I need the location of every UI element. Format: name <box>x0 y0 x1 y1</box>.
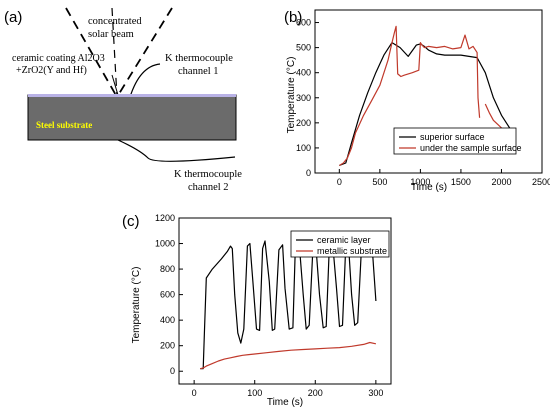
beam-label-line1: concentrated <box>88 16 142 27</box>
series-line-1 <box>339 42 514 167</box>
y-tick-label: 200 <box>160 341 175 351</box>
y-axis-label-b: Temperature (°C) <box>286 57 297 134</box>
tc1-label-line2: channel 1 <box>178 66 219 77</box>
tc1-wire <box>129 63 161 98</box>
tc1-label-line1: K thermocouple <box>165 53 233 64</box>
legend-label-1: ceramic layer <box>317 235 371 245</box>
steel-substrate-block <box>27 94 237 141</box>
panel-label-a: (a) <box>4 9 22 26</box>
x-tick-label: 0 <box>337 177 342 187</box>
coating-label-line2: +ZrO2(Y and Hf) <box>16 65 87 76</box>
beam-center-line <box>111 7 118 98</box>
coating-pointer-line <box>111 74 119 96</box>
legend-box <box>393 127 517 155</box>
panel-label-c: (c) <box>122 213 140 230</box>
panel-b-chart: (b) Temperature (°C) Time (s) 0 500 1000 15… <box>284 9 550 193</box>
y-tick-label: 600 <box>296 18 311 28</box>
y-tick-label: 200 <box>296 118 311 128</box>
x-tick-label: 2500 <box>532 177 550 187</box>
coating-label-line1: ceramic coating Al2O3 <box>12 53 105 64</box>
legend-label-2: under the sample surface <box>420 143 522 153</box>
plot-frame <box>178 217 392 385</box>
legend-label-1: superior surface <box>420 132 485 142</box>
series-line-2 <box>200 341 377 370</box>
x-tick-label: 0 <box>192 388 197 398</box>
x-tick-label: 200 <box>308 388 323 398</box>
x-axis-label-b: Time (s) <box>411 182 447 193</box>
plot-area-c: 0 100 200 300 0 200 400 600 800 1000 1200 ceramic l… <box>155 213 392 398</box>
tc2-label-line2: channel 2 <box>188 182 229 193</box>
y-tick-label: 1200 <box>155 213 175 223</box>
beam-label-line2: solar beam <box>88 29 134 40</box>
y-tick-label: 500 <box>296 43 311 53</box>
x-axis-label-c: Time (s) <box>267 397 303 408</box>
beam-right-line <box>116 7 173 98</box>
tc2-wire <box>117 139 236 162</box>
y-tick-label: 400 <box>296 68 311 78</box>
ceramic-coating-layer <box>28 94 236 97</box>
y-axis-label-c: Temperature (°C) <box>131 267 142 344</box>
legend-label-2: metallic substrate <box>317 246 387 256</box>
y-tick-label: 0 <box>170 366 175 376</box>
y-tick-label: 400 <box>160 315 175 325</box>
x-tick-label: 1000 <box>410 177 430 187</box>
y-tick-label: 0 <box>306 168 311 178</box>
series-line-1 <box>200 240 377 370</box>
y-tick-label: 1000 <box>155 239 175 249</box>
y-tick-label: 800 <box>160 264 175 274</box>
y-tick-label: 100 <box>296 143 311 153</box>
plot-frame <box>314 9 543 174</box>
beam-left-line <box>65 7 118 98</box>
x-tick-label: 100 <box>247 388 262 398</box>
x-tick-label: 300 <box>368 388 383 398</box>
panel-c-chart: (c) Temperature (°C) Time (s) 0 100 200 300… <box>122 213 392 408</box>
substrate-label: Steel substrate <box>36 120 92 130</box>
legend-box <box>290 230 390 258</box>
x-tick-label: 500 <box>372 177 387 187</box>
plot-area-b: 0 500 1000 1500 2000 2500 0 100 200 300 400 500 600 s… <box>296 9 550 187</box>
y-tick-label: 600 <box>160 290 175 300</box>
x-tick-label: 1500 <box>451 177 471 187</box>
y-tick-label: 300 <box>296 93 311 103</box>
panel-label-b: (b) <box>284 9 302 26</box>
tc2-label-line1: K thermocouple <box>174 169 242 180</box>
x-tick-label: 2000 <box>491 177 511 187</box>
panel-a-diagram: (a) concentrated solar beam ceramic coat… <box>4 7 242 193</box>
